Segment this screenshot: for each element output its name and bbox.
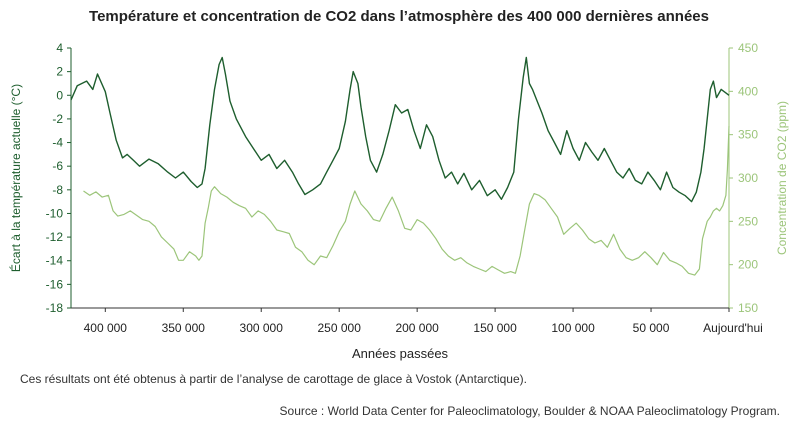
y-left-tick-label: -10 (46, 206, 64, 220)
y-right-tick-label: 350 (738, 128, 758, 142)
y-left-tick-label: -14 (46, 254, 64, 268)
caption-note: Ces résultats ont été obtenus à partir d… (20, 372, 527, 386)
y-left-tick-label: 0 (56, 88, 63, 102)
x-tick-label: 150 000 (473, 321, 517, 335)
co2-series-line (83, 125, 730, 276)
x-tick-label: 200 000 (395, 321, 439, 335)
y-left-tick-label: -4 (52, 136, 63, 150)
y-right-tick-label: 400 (738, 84, 758, 98)
y-right-tick-label: 300 (738, 171, 758, 185)
x-tick-label: 350 000 (162, 321, 206, 335)
y-right-tick-label: 150 (738, 301, 758, 315)
x-tick-label: Aujourd'hui (703, 321, 763, 335)
y-left-tick-label: -18 (46, 301, 64, 315)
y-right-tick-label: 250 (738, 214, 758, 228)
x-tick-label: 250 000 (317, 321, 361, 335)
x-axis-title: Années passées (352, 346, 449, 361)
x-tick-label: 300 000 (240, 321, 284, 335)
chart-title: Température et concentration de CO2 dans… (89, 8, 709, 25)
y-axis-left-title: Écart à la température actuelle (°C) (8, 84, 23, 272)
y-axis-right-title: Concentration de CO2 (ppm) (775, 101, 789, 255)
y-right-tick-label: 200 (738, 258, 758, 272)
dual-axis-line-chart: 4 2 0 -2 -4 -6 -8 -10 -12 -14 -16 -18 450 400 350 300 25… (8, 41, 789, 361)
y-right-tick-label: 450 (738, 41, 758, 55)
y-left-tick-label: -6 (52, 159, 63, 173)
y-left-tick-label: 4 (56, 41, 63, 55)
x-tick-label: 50 000 (633, 321, 670, 335)
y-left-tick-label: -8 (52, 183, 63, 197)
y-left-tick-label: 2 (56, 65, 63, 79)
source-note: Source : World Data Center for Paleoclim… (279, 404, 780, 418)
y-left-tick-label: -2 (52, 112, 63, 126)
y-left-tick-label: -12 (46, 230, 64, 244)
temperature-series-line (70, 56, 730, 203)
x-tick-label: 100 000 (551, 321, 595, 335)
y-left-tick-label: -16 (46, 277, 64, 291)
x-tick-label: 400 000 (84, 321, 128, 335)
